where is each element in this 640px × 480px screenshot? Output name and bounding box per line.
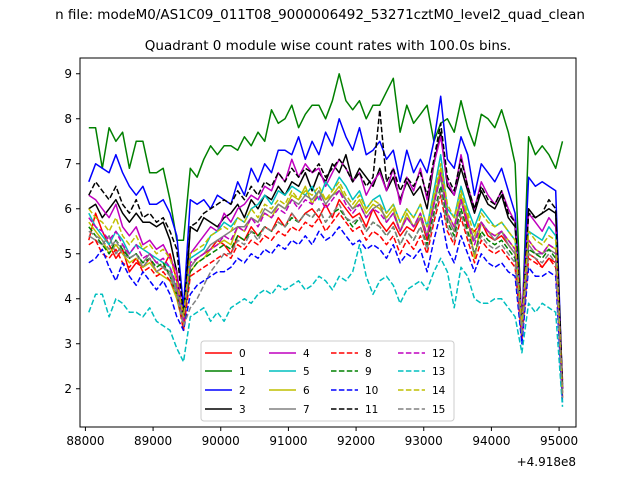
legend-label-4: 4: [303, 348, 310, 360]
series-line-5: [88, 153, 564, 403]
legend-label-7: 7: [303, 404, 310, 416]
y-tick-label: 3: [64, 337, 72, 351]
series-line-11: [88, 109, 564, 389]
series-line-2: [88, 95, 564, 389]
series-line-14: [88, 163, 564, 394]
legend-label-13: 13: [432, 366, 445, 378]
legend-label-15: 15: [432, 404, 445, 416]
x-tick-label: 89000: [134, 434, 172, 448]
legend-box: [200, 340, 455, 422]
y-tick-label: 5: [64, 247, 72, 261]
legend-label-10: 10: [365, 385, 378, 397]
plot-frame: [79, 57, 577, 428]
series-line-13: [88, 243, 564, 407]
series-layer: [88, 73, 564, 407]
legend-label-5: 5: [303, 366, 310, 378]
series-line-8: [88, 194, 564, 398]
x-tick-label: 91000: [269, 434, 307, 448]
x-tick-label: 94000: [472, 434, 510, 448]
x-tick-label: 92000: [337, 434, 375, 448]
x-tick-label: 88000: [66, 434, 104, 448]
y-tick-label: 9: [64, 67, 72, 81]
y-tick-label: 8: [64, 112, 72, 126]
x-tick-label: 93000: [405, 434, 443, 448]
series-line-12: [88, 171, 564, 394]
legend-label-11: 11: [365, 404, 378, 416]
axes-layer: 88000 89000 90000 91000 92000 93000 94000 95000…: [64, 67, 578, 448]
legend-label-1: 1: [239, 366, 246, 378]
x-axis-offset-label: +4.918e8: [517, 455, 576, 469]
series-line-10: [88, 212, 564, 403]
series-line-4: [88, 136, 564, 389]
series-line-1: [88, 73, 564, 332]
x-tick-label: 95000: [540, 434, 578, 448]
legend-label-9: 9: [365, 366, 372, 378]
legend-label-2: 2: [239, 385, 246, 397]
y-tick-label: 4: [64, 292, 72, 306]
legend-label-8: 8: [365, 348, 372, 360]
y-tick-label: 6: [64, 202, 72, 216]
legend-label-6: 6: [303, 385, 310, 397]
legend-label-3: 3: [239, 404, 246, 416]
y-tick-label: 7: [64, 157, 72, 171]
figure-suptitle: n file: modeM0/AS1C09_011T08_9000006492_…: [55, 7, 585, 23]
legend-label-14: 14: [432, 385, 446, 397]
legend-label-12: 12: [432, 348, 445, 360]
x-tick-label: 90000: [202, 434, 240, 448]
y-tick-label: 2: [64, 382, 72, 396]
legend-label-0: 0: [239, 348, 246, 360]
chart-title: Quadrant 0 module wise count rates with …: [145, 38, 511, 54]
series-line-15: [88, 190, 564, 398]
